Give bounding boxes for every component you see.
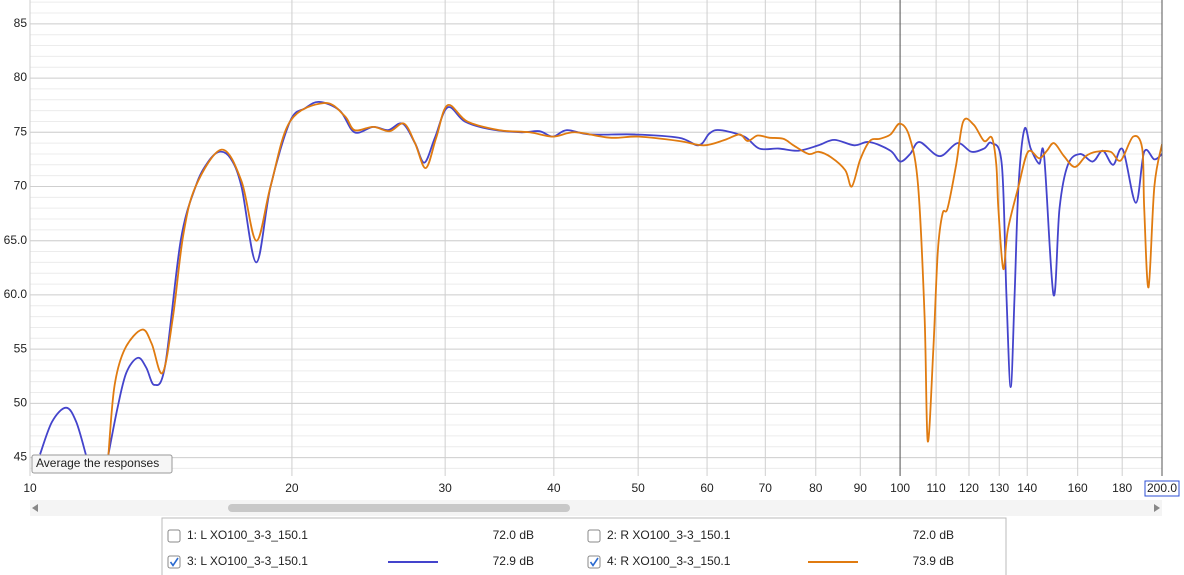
- x-tick-label: 160: [1068, 481, 1088, 495]
- x-tick-label: 60: [700, 481, 714, 495]
- trace-label: 2: R XO100_3-3_150.1: [607, 528, 731, 542]
- x-tick-label: 70: [759, 481, 773, 495]
- checkbox-tick: [169, 557, 179, 567]
- response-line: [107, 102, 1162, 458]
- y-tick-label: 55: [14, 341, 28, 355]
- y-tick-label: 65.0: [4, 233, 28, 247]
- trace-checkbox[interactable]: [587, 555, 601, 569]
- x-tick-label: 80: [809, 481, 823, 495]
- y-tick-label: 70: [14, 179, 28, 193]
- legend-panel: [161, 517, 1007, 575]
- y-tick-label: 85: [14, 16, 28, 30]
- x-tick-label: 130: [989, 481, 1009, 495]
- trace-readout: 72.0 dB: [913, 528, 954, 542]
- tooltip-box: [31, 454, 173, 474]
- scroll-right[interactable]: [1154, 504, 1160, 512]
- scrollbar-track[interactable]: [30, 500, 1162, 516]
- trace-label: 3: L XO100_3-3_150.1: [187, 554, 308, 568]
- x-tick-label: 90: [854, 481, 868, 495]
- trace-readout: 72.0 dB: [493, 528, 534, 542]
- trace-label: 1: L XO100_3-3_150.1: [187, 528, 308, 542]
- y-tick-label: 80: [14, 70, 28, 84]
- x-tick-highlight: [1144, 480, 1180, 497]
- x-tick-label: 120: [959, 481, 979, 495]
- x-tick-label: 50: [631, 481, 645, 495]
- plot-area: [30, 0, 1162, 476]
- x-tick-label: 10: [23, 481, 37, 495]
- y-tick-label: 75: [14, 124, 28, 138]
- trace-checkbox[interactable]: [167, 555, 181, 569]
- checkbox-tick: [589, 557, 599, 567]
- trace-readout: 73.9 dB: [913, 554, 954, 568]
- y-tick-label: 50: [14, 396, 28, 410]
- x-tick-label: 40: [547, 481, 561, 495]
- response-line: [39, 101, 1162, 456]
- scrollbar-thumb[interactable]: [228, 504, 570, 512]
- tooltip: Average the responses: [36, 456, 159, 470]
- scroll-left[interactable]: [32, 504, 38, 512]
- x-tick-label: 20: [285, 481, 299, 495]
- x-tick-label: 140: [1017, 481, 1037, 495]
- trace-checkbox[interactable]: [167, 529, 181, 543]
- y-tick-label: 45: [14, 450, 28, 464]
- x-tick-label: 180: [1112, 481, 1132, 495]
- trace-label: 4: R XO100_3-3_150.1: [607, 554, 731, 568]
- x-tick-label: 100: [890, 481, 910, 495]
- x-tick-label: 110: [927, 481, 946, 495]
- trace-readout: 72.9 dB: [493, 554, 534, 568]
- y-tick-label: 60.0: [4, 287, 28, 301]
- x-tick-label: 30: [438, 481, 452, 495]
- x-tick-label: 200.0: [1147, 481, 1177, 495]
- trace-checkbox[interactable]: [587, 529, 601, 543]
